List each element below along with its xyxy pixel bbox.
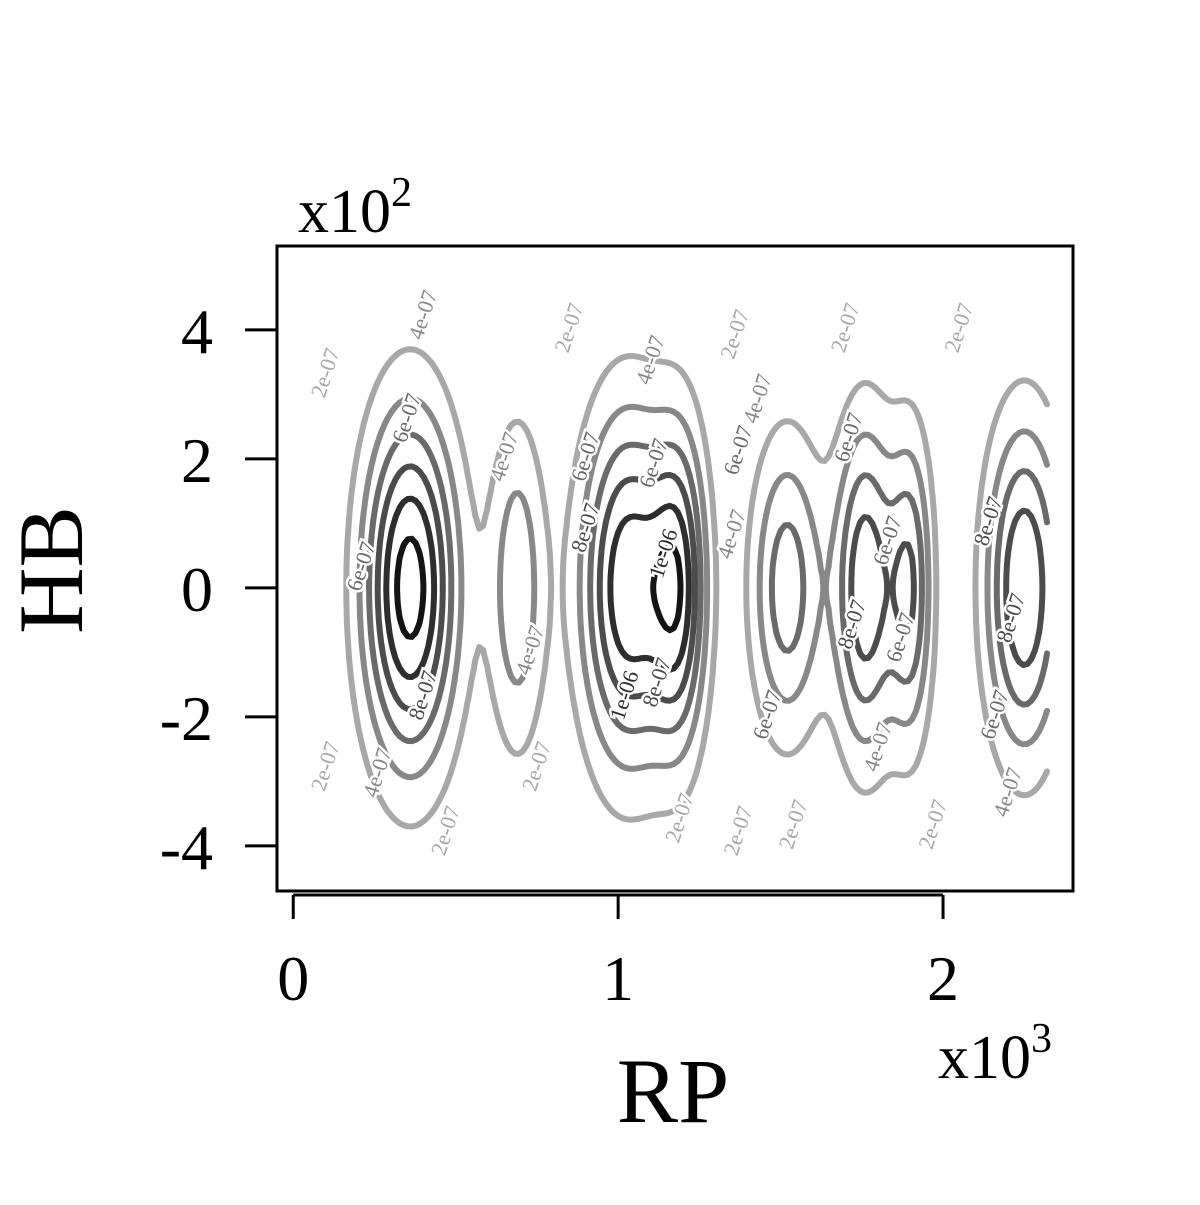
plot-frame — [275, 244, 1075, 893]
y-axis: -4 -2 0 2 4 — [160, 296, 277, 883]
x-tick-label: 2 — [927, 943, 959, 1014]
x-tick-label: 1 — [602, 943, 634, 1014]
y-tick-label: 4 — [181, 296, 213, 367]
y-tick-label: 2 — [181, 425, 213, 496]
y-tick-label: -4 — [160, 812, 213, 883]
contour-line-peak — [394, 535, 684, 640]
x-axis-label: RP — [617, 1040, 730, 1142]
y-multiplier-exponent: 2 — [391, 170, 412, 216]
y-axis-multiplier: x102 — [298, 170, 412, 246]
contour-line-8e-07 — [374, 463, 1046, 713]
y-tick-label: -2 — [160, 683, 213, 754]
contour-line-4e-07 — [356, 395, 1050, 781]
contour-lines — [343, 346, 1050, 830]
x-axis-multiplier: x103 — [938, 1016, 1052, 1092]
x-axis: 0 1 2 — [277, 893, 959, 1014]
contour-line-2e-07 — [343, 346, 1050, 830]
y-axis-label: HB — [0, 506, 102, 634]
x-multiplier-exponent: 3 — [1031, 1016, 1052, 1062]
x-multiplier-base: x10 — [938, 1024, 1031, 1092]
x-tick-label: 0 — [277, 943, 309, 1014]
y-tick-label: 0 — [181, 554, 213, 625]
contour-line-1e-06 — [383, 495, 692, 680]
y-multiplier-base: x10 — [298, 178, 391, 246]
contour-line-6e-07 — [366, 431, 1050, 745]
